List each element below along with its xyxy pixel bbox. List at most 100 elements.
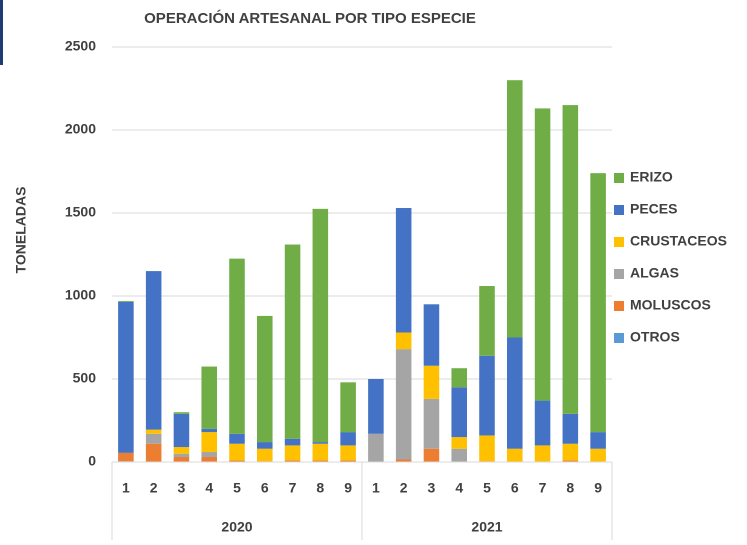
- bar-segment: [590, 432, 606, 449]
- bar-segment: [312, 208, 329, 443]
- bar-segment: [145, 429, 162, 434]
- bar-segment: [590, 448, 606, 462]
- bar-segment: [368, 379, 384, 434]
- bar-segment: [201, 428, 217, 433]
- bar-segment: [284, 438, 301, 446]
- legend-swatch: [614, 333, 624, 343]
- bar-segment: [423, 365, 440, 399]
- bar-segment: [534, 108, 551, 401]
- y-tick-label: 1000: [65, 287, 96, 303]
- bar-segment: [368, 433, 384, 462]
- y-tick-label: 2500: [65, 38, 96, 54]
- bar-segment: [201, 366, 217, 429]
- bar-segment: [229, 258, 245, 434]
- x-tick-label: 2: [400, 480, 408, 496]
- bar-segment: [312, 442, 329, 444]
- x-tick-label: 8: [316, 480, 324, 496]
- bar-segment: [257, 448, 273, 462]
- bar-segment: [451, 437, 467, 449]
- bar-segment: [340, 382, 356, 433]
- bar-segment: [312, 443, 329, 461]
- x-tick-label: 6: [261, 480, 269, 496]
- bar-segment: [312, 460, 329, 462]
- group-label: 2020: [221, 519, 252, 535]
- x-tick-label: 5: [233, 480, 241, 496]
- bar-segment: [173, 447, 190, 454]
- bar-segment: [340, 460, 356, 462]
- bar-segment: [118, 452, 134, 462]
- bar-segment: [201, 432, 217, 453]
- bar-segment: [118, 300, 134, 302]
- bar-segment: [562, 460, 579, 462]
- bar-segment: [562, 413, 579, 444]
- bar-segment: [284, 244, 301, 439]
- bar-segment: [423, 398, 440, 449]
- chart-title: OPERACIÓN ARTESANAL POR TIPO ESPECIE: [144, 9, 476, 27]
- bar-segment: [395, 332, 412, 350]
- y-tick-label: 1500: [65, 204, 96, 220]
- legend-swatch: [614, 173, 624, 183]
- bar-segment: [534, 400, 551, 446]
- bar-segment: [173, 412, 190, 414]
- bar-segment: [479, 355, 495, 436]
- bar-segment: [340, 445, 356, 461]
- bar-segment: [507, 448, 523, 462]
- x-tick-label: 4: [455, 480, 463, 496]
- legend-swatch: [614, 205, 624, 215]
- bar-segment: [229, 460, 245, 462]
- x-tick-label: 4: [205, 480, 213, 496]
- edge-accent: [0, 0, 3, 65]
- bar-segment: [507, 80, 523, 338]
- bar-segment: [340, 432, 356, 446]
- x-tick-label: 1: [122, 480, 130, 496]
- bar-segment: [118, 301, 134, 453]
- x-tick-label: 3: [178, 480, 186, 496]
- bar-segment: [284, 445, 301, 461]
- bar-segment: [229, 433, 245, 444]
- y-tick-label: 2000: [65, 121, 96, 137]
- legend-label: MOLUSCOS: [630, 297, 711, 313]
- group-label: 2021: [471, 519, 502, 535]
- bar-segment: [395, 208, 412, 333]
- legend-label: PECES: [630, 201, 677, 217]
- x-tick-label: 8: [566, 480, 574, 496]
- bar-segment: [395, 349, 412, 460]
- bar-segment: [173, 453, 190, 458]
- bar-segment: [562, 443, 579, 461]
- bar-segment: [423, 448, 440, 462]
- bar-segment: [507, 337, 523, 449]
- bar-segment: [395, 459, 412, 462]
- bar-segment: [479, 435, 495, 462]
- bar-segment: [257, 315, 273, 443]
- y-tick-label: 500: [73, 370, 97, 386]
- bar-segment: [229, 443, 245, 461]
- bar-segment: [451, 448, 467, 462]
- bar-segment: [145, 433, 162, 444]
- x-tick-label: 3: [428, 480, 436, 496]
- bar-segment: [423, 304, 440, 366]
- bar-segment: [562, 105, 579, 414]
- legend-label: OTROS: [630, 329, 680, 345]
- y-tick-label: 0: [88, 453, 96, 469]
- bar-segment: [201, 452, 217, 458]
- bar-segment: [284, 460, 301, 462]
- x-tick-label: 2: [150, 480, 158, 496]
- bar-segment: [451, 368, 467, 388]
- bar-segment: [451, 387, 467, 438]
- bar-segment: [534, 445, 551, 462]
- bar-segment: [145, 443, 162, 462]
- legend-label: ERIZO: [630, 169, 673, 185]
- x-tick-label: 1: [372, 480, 380, 496]
- legend-label: CRUSTACEOS: [630, 233, 727, 249]
- legend-swatch: [614, 269, 624, 279]
- legend-swatch: [614, 237, 624, 247]
- x-tick-label: 6: [511, 480, 519, 496]
- bar-segment: [590, 173, 606, 433]
- bar-segment: [145, 271, 162, 430]
- x-tick-label: 7: [539, 480, 547, 496]
- y-axis-label: TONELADAS: [13, 187, 29, 274]
- x-tick-label: 9: [594, 480, 602, 496]
- bar-segment: [173, 457, 190, 462]
- bar-segment: [479, 286, 495, 356]
